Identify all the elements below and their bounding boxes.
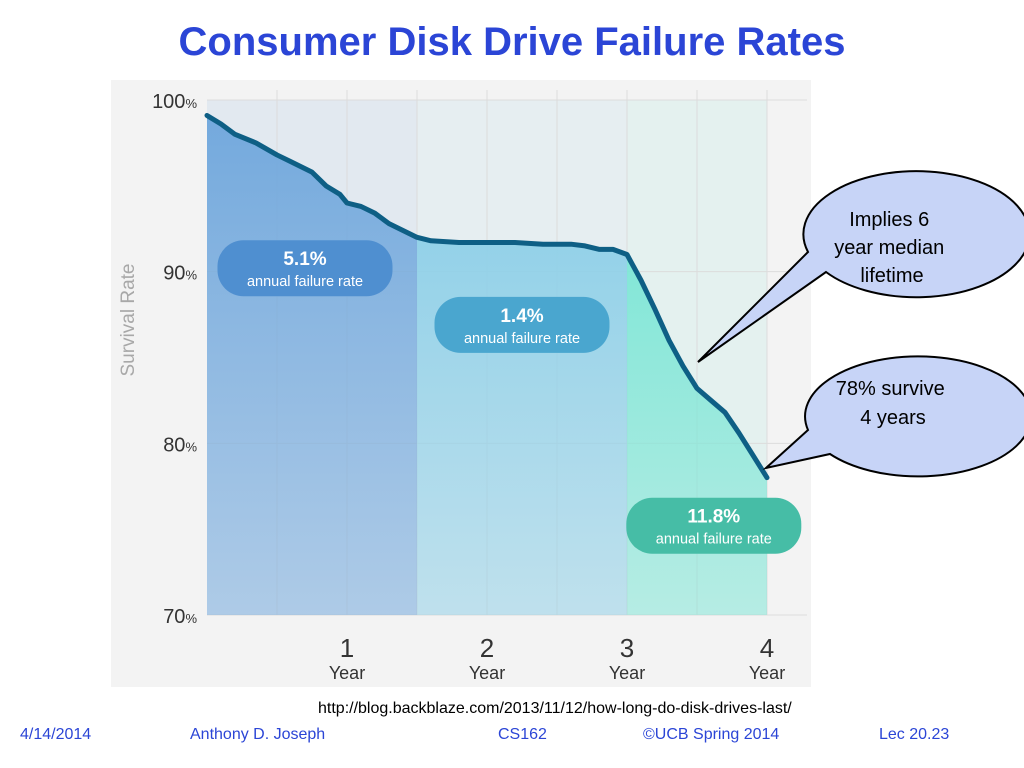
x-tick-number-2: 2 [480,633,494,663]
rate-badge-2: 1.4% annual failure rate [434,296,610,353]
footer-course: CS162 [498,726,547,743]
y-axis-label: Survival Rate [118,264,139,377]
callout-median-line-2: year median [834,237,944,259]
rate-badge-label-2: annual failure rate [464,331,580,347]
callout-median-line-1: Implies 6 [849,209,929,231]
area-phase-2 [417,237,627,616]
rate-badge-label-3: annual failure rate [656,532,772,548]
source-link[interactable]: http://blog.backblaze.com/2013/11/12/how… [318,700,792,717]
y-tick-label-100: 100% [152,91,197,113]
y-tick-label-70: 70% [163,606,197,628]
y-tick-number: 90 [163,263,185,285]
x-tick-label-3: Year [609,663,645,683]
y-tick-number: 100 [152,91,185,113]
y-tick-number: 70 [163,606,185,628]
callout-survive-line-2: 4 years [860,407,926,429]
rate-badge-bg-2 [434,296,610,353]
callout-median-line-3: lifetime [860,265,923,287]
footer-author: Anthony D. Joseph [190,726,326,743]
footer-copyright: ©UCB Spring 2014 [643,726,780,743]
y-tick-label-80: 80% [163,434,197,456]
rate-badge-label-1: annual failure rate [247,274,363,290]
slide-title: Consumer Disk Drive Failure Rates [178,20,846,64]
footer-date: 4/14/2014 [20,726,92,743]
y-tick-unit: % [185,611,197,626]
rate-badge-value-2: 1.4% [500,306,543,327]
y-tick-unit: % [185,439,197,454]
y-tick-number: 80 [163,434,185,456]
x-tick-number-4: 4 [760,633,774,663]
rate-badge-bg-3 [626,497,802,554]
rate-badge-1: 5.1% annual failure rate [217,240,393,297]
y-tick-unit: % [185,268,197,283]
footer-lecture: Lec 20.23 [879,726,950,743]
y-tick-label-90: 90% [163,263,197,285]
x-tick-label-1: Year [329,663,365,683]
rate-badge-value-1: 5.1% [283,249,326,270]
callout-survive-text: 78% survive 4 years [836,378,951,429]
rate-badge-bg-1 [217,240,393,297]
y-tick-unit: % [185,96,197,111]
callout-survive-line-1: 78% survive [836,378,945,400]
rate-badge-value-3: 11.8% [687,507,740,528]
rate-badge-3: 11.8% annual failure rate [626,497,802,554]
x-tick-number-3: 3 [620,633,634,663]
survival-line [204,112,770,481]
callout-median-text: Implies 6 year median lifetime [834,209,950,287]
x-tick-label-2: Year [469,663,505,683]
x-tick-number-1: 1 [340,633,354,663]
x-tick-label-4: Year [749,663,785,683]
